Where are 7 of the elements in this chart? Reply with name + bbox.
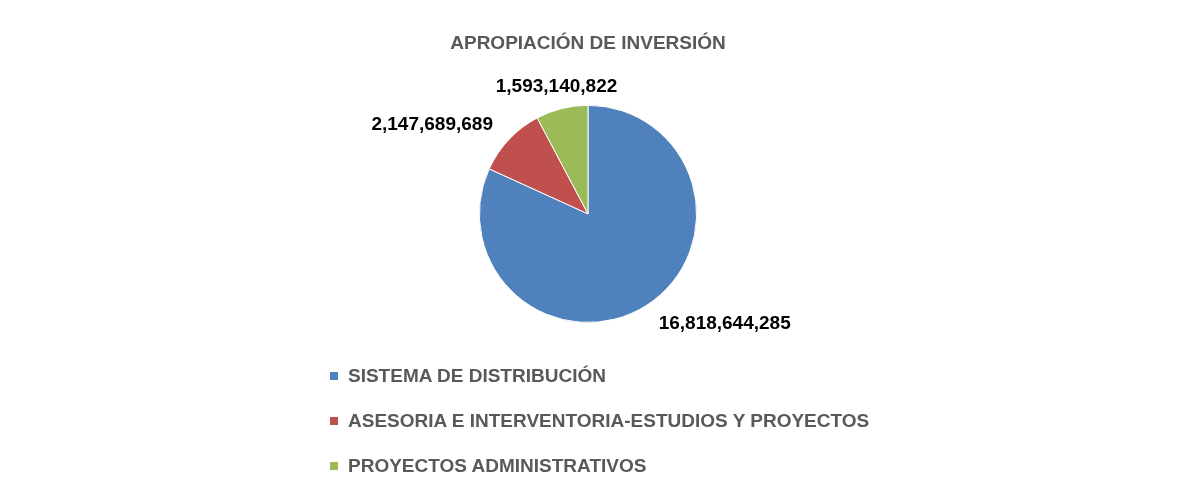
data-label: 1,593,140,822 <box>495 75 618 97</box>
chart-title: APROPIACIÓN DE INVERSIÓN <box>450 31 726 53</box>
legend-label: PROYECTOS ADMINISTRATIVOS <box>348 454 647 477</box>
data-label: 16,818,644,285 <box>658 311 792 333</box>
legend-label: SISTEMA DE DISTRIBUCIÓN <box>348 364 606 387</box>
legend-label: ASESORIA E INTERVENTORIA-ESTUDIOS Y PROYECTOS <box>348 409 870 432</box>
data-label: 2,147,689,689 <box>371 112 493 134</box>
